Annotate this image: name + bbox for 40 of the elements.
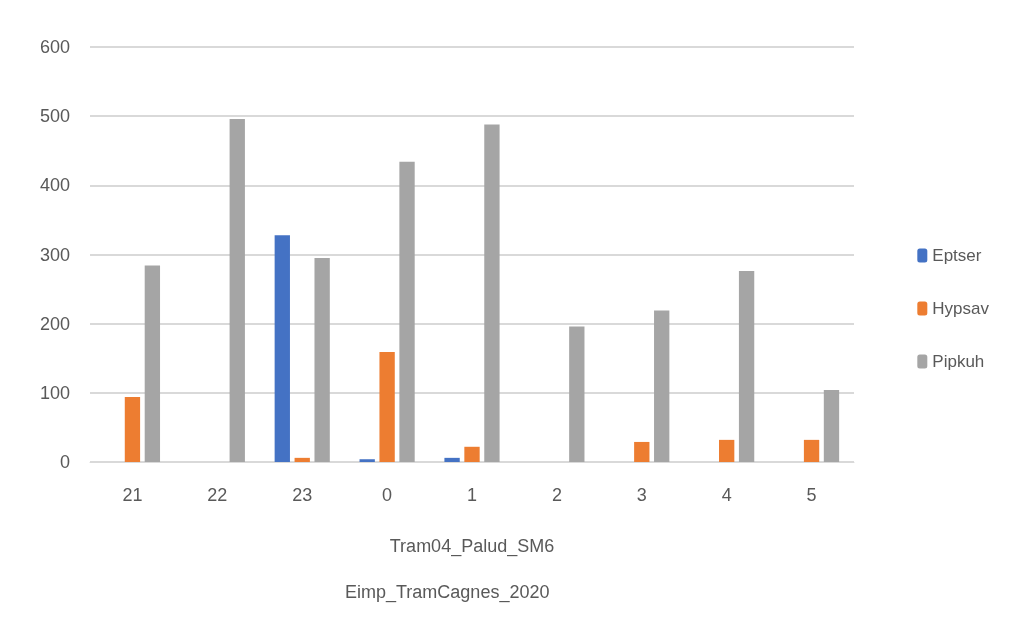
bar (654, 310, 670, 462)
x-tick-label: 22 (207, 485, 228, 505)
bar (294, 457, 310, 462)
bar (124, 396, 141, 462)
y-tick-label: 400 (39, 175, 70, 196)
bar (569, 326, 585, 462)
bar (738, 271, 755, 462)
bar (803, 439, 820, 462)
bar (229, 118, 245, 462)
x-tick-label: 3 (636, 485, 647, 505)
y-tick-label: 100 (39, 382, 70, 403)
x-tick-label: 23 (292, 485, 313, 505)
y-tick-label: 600 (39, 37, 70, 57)
legend-label: Hypsav (932, 299, 990, 318)
y-tick-label: 200 (39, 313, 70, 334)
bar (719, 439, 735, 462)
text: Eimp_TramCagnes_2020 (345, 582, 550, 603)
bar (399, 161, 415, 462)
bar (484, 124, 500, 462)
bar (359, 459, 375, 462)
legend-label: Pipkuh (932, 352, 985, 371)
x-tick-label: 4 (721, 485, 732, 505)
x-tick-label: 2 (551, 485, 562, 505)
bar (314, 257, 330, 462)
bar (823, 390, 840, 462)
x-tick-label: 1 (466, 485, 478, 505)
y-tick-label: 0 (59, 452, 70, 472)
bar (274, 235, 290, 462)
bar (444, 457, 460, 462)
x-axis-title: Tram04_Palud_SM6 (389, 536, 555, 557)
x-tick-label: 21 (122, 485, 143, 505)
y-tick-label: 300 (39, 244, 70, 265)
legend-label: Eptser (932, 246, 982, 265)
y-tick-label: 500 (39, 106, 70, 127)
bar (379, 352, 395, 462)
bar (144, 265, 161, 462)
bar (464, 446, 480, 462)
x-tick-label: 0 (382, 485, 393, 505)
bar (634, 441, 650, 462)
x-tick-label: 5 (806, 485, 817, 505)
